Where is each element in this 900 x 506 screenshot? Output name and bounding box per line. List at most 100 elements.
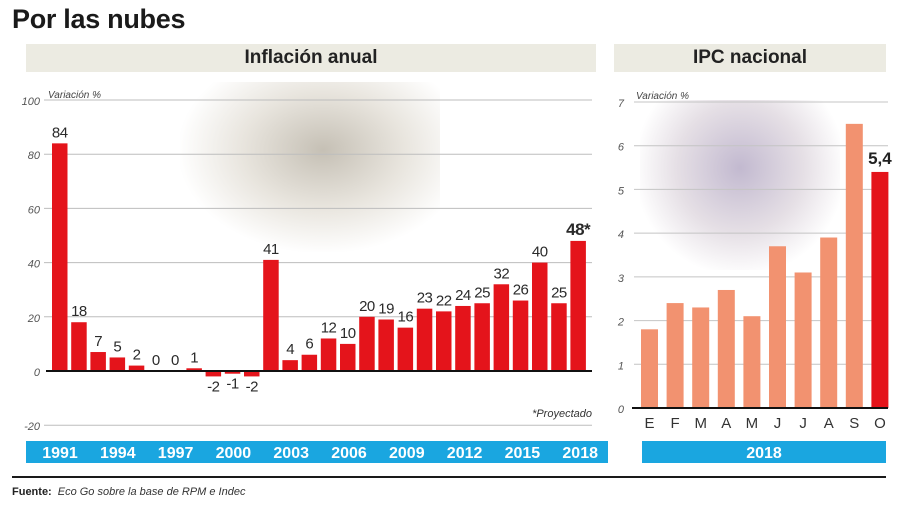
- y-tick-label: 0: [34, 367, 41, 379]
- y-axis-label: Variación %: [636, 91, 689, 102]
- data-label: 10: [340, 325, 356, 342]
- bar-highlight: [871, 171, 889, 408]
- bar: [769, 246, 786, 408]
- x-tick-label: 1991: [42, 445, 78, 462]
- y-tick-label: 5: [618, 185, 625, 197]
- x-tick-label: S: [849, 415, 859, 432]
- bar: [224, 371, 241, 374]
- data-label: 84: [52, 124, 68, 141]
- x-tick-label: J: [774, 415, 782, 432]
- data-label: -2: [246, 378, 258, 395]
- data-label: 7: [94, 333, 102, 350]
- data-label: 5: [113, 338, 121, 355]
- y-axis-label: Variación %: [48, 90, 101, 101]
- data-label: -1: [226, 376, 238, 393]
- projection-note: *Proyectado: [532, 408, 592, 420]
- y-tick-label: 2: [617, 317, 624, 329]
- inflation-chart-title: Inflación anual: [26, 44, 596, 72]
- y-tick-label: 0: [618, 404, 625, 416]
- bar: [109, 357, 126, 371]
- bar: [493, 284, 510, 371]
- data-label: 48*: [566, 220, 591, 239]
- bar: [397, 327, 414, 371]
- year-band: [26, 441, 608, 463]
- x-tick-label: E: [644, 415, 654, 432]
- x-tick-label: 1994: [100, 445, 136, 462]
- data-label: 40: [532, 244, 548, 261]
- bar: [205, 371, 222, 377]
- bar: [532, 262, 548, 371]
- x-tick-label: 2006: [331, 445, 367, 462]
- bar: [416, 308, 433, 371]
- source-text: Eco Go sobre la base de RPM e Indec: [57, 486, 246, 498]
- y-tick-label: 7: [618, 98, 625, 110]
- ipc-chart-title: IPC nacional: [614, 44, 886, 72]
- data-label: 22: [436, 292, 452, 309]
- data-label: 26: [513, 282, 529, 299]
- source-footer: Fuente: Eco Go sobre la base de RPM e Ind…: [12, 486, 245, 498]
- year-band-label: 2018: [746, 445, 782, 462]
- x-tick-label: 2015: [505, 445, 541, 462]
- y-tick-label: 100: [22, 96, 41, 108]
- data-label: 32: [494, 265, 510, 282]
- bar: [455, 305, 471, 371]
- data-label: 0: [171, 352, 179, 369]
- bar: [692, 307, 710, 408]
- bar: [128, 365, 145, 371]
- x-tick-label: J: [799, 415, 807, 432]
- x-tick-label: M: [694, 415, 707, 432]
- data-label: 24: [455, 287, 471, 304]
- bar: [359, 316, 375, 371]
- x-tick-label: 2003: [273, 445, 309, 462]
- data-label: 2: [133, 347, 141, 364]
- data-label: -2: [207, 378, 219, 395]
- x-tick-label: M: [746, 415, 759, 432]
- y-tick-label: 4: [618, 229, 624, 241]
- x-tick-label: A: [721, 415, 731, 432]
- y-tick-label: 1: [618, 360, 624, 372]
- shopping-cart-photo: [640, 100, 840, 270]
- y-tick-label: 20: [27, 313, 41, 325]
- data-label: 4: [286, 341, 294, 358]
- bar: [743, 316, 761, 408]
- y-tick-label: -20: [24, 421, 41, 433]
- data-label: 6: [305, 336, 313, 353]
- data-label: 0: [152, 352, 160, 369]
- y-tick-label: 6: [618, 142, 625, 154]
- x-tick-label: F: [671, 415, 680, 432]
- bar: [474, 303, 490, 371]
- bar: [52, 143, 68, 371]
- bar: [378, 319, 394, 371]
- bar: [717, 289, 735, 408]
- x-tick-label: 2000: [216, 445, 252, 462]
- bar: [794, 272, 812, 408]
- data-label: 25: [474, 284, 490, 301]
- x-tick-label: 2018: [562, 445, 598, 462]
- infographic-title: Por las nubes: [12, 4, 186, 34]
- bar: [845, 123, 863, 408]
- bar: [512, 300, 529, 371]
- source-label: Fuente:: [12, 486, 52, 498]
- bar: [570, 240, 586, 371]
- y-tick-label: 80: [28, 150, 41, 162]
- bar: [641, 329, 658, 408]
- x-tick-label: 2012: [447, 445, 483, 462]
- supermarket-photo: [180, 82, 440, 252]
- bar: [436, 311, 452, 371]
- x-tick-label: A: [824, 415, 834, 432]
- y-tick-label: 40: [28, 259, 41, 271]
- bar: [820, 237, 838, 408]
- x-tick-label: 1997: [158, 445, 194, 462]
- data-label: 20: [359, 298, 375, 315]
- bar: [244, 371, 260, 377]
- bar: [551, 303, 567, 371]
- year-band: [642, 441, 886, 463]
- bar: [282, 360, 298, 371]
- data-label: 25: [551, 284, 567, 301]
- bar: [186, 368, 202, 371]
- bar: [301, 354, 318, 371]
- y-tick-label: 3: [618, 273, 625, 285]
- data-label: 16: [398, 309, 414, 326]
- data-label: 23: [417, 290, 433, 307]
